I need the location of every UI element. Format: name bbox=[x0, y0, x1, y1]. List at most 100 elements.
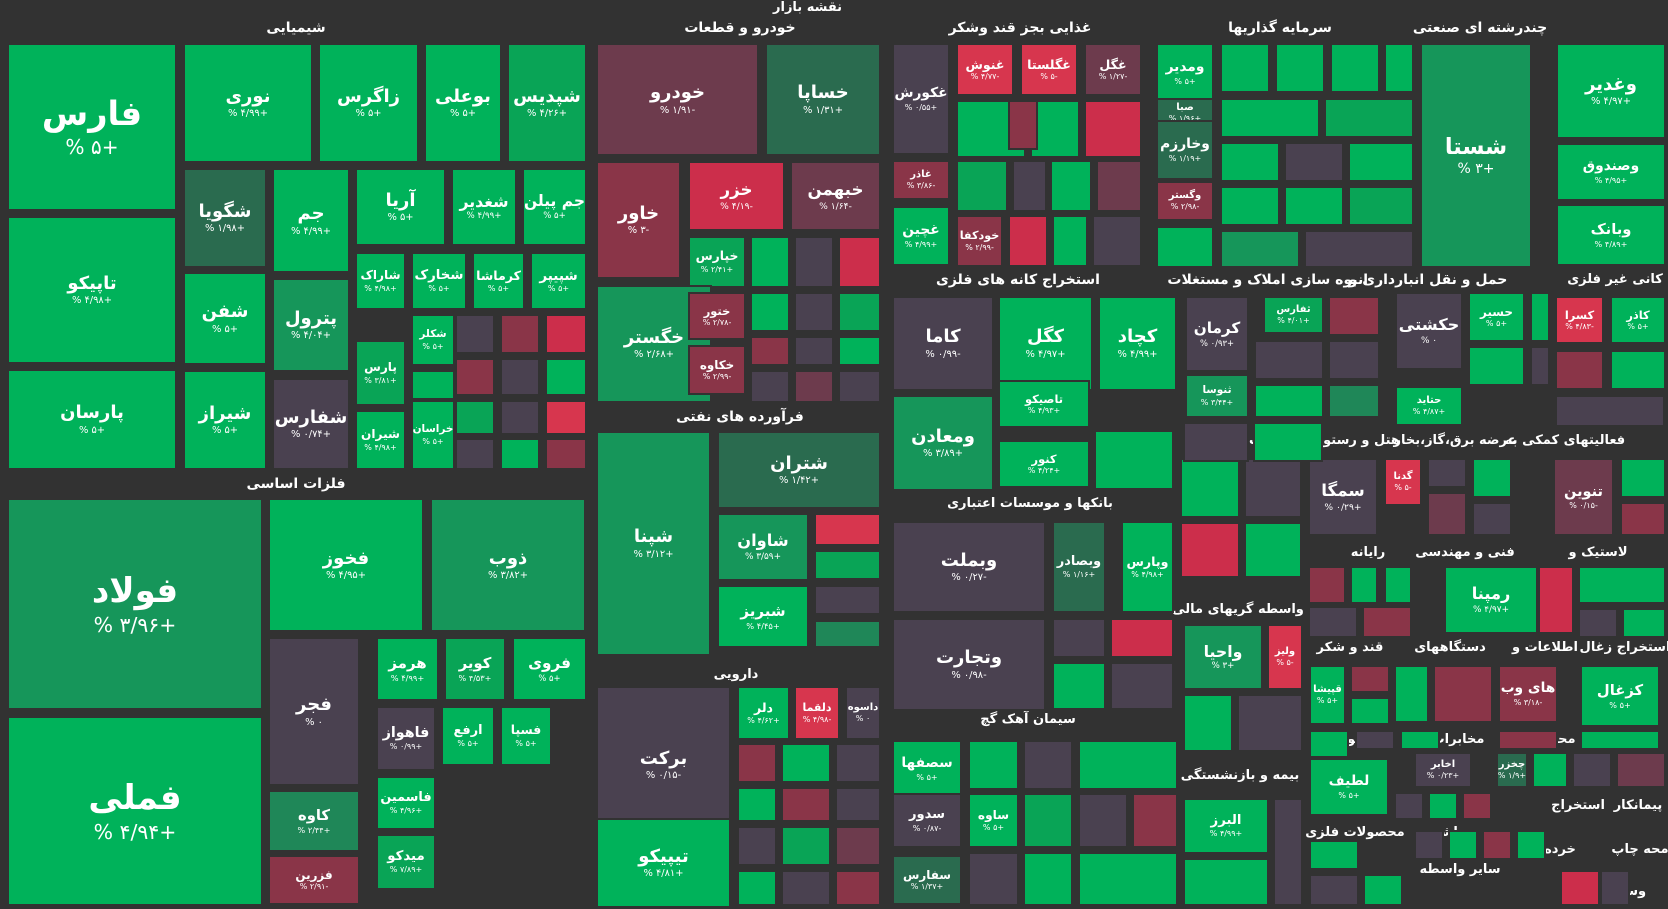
stock-tile[interactable]: کگل +۴/۹۷ % bbox=[998, 296, 1093, 391]
stock-tile[interactable]: گدنا -۵ % bbox=[1384, 458, 1422, 506]
stock-tile[interactable]: خراسان +۵ % bbox=[411, 400, 455, 470]
stock-tile[interactable]: پارس +۳/۸۱ % bbox=[355, 340, 406, 406]
stock-tile[interactable]: ثنوسا +۳/۴۴ % bbox=[1185, 374, 1249, 418]
unlabeled-tile[interactable] bbox=[737, 787, 777, 822]
stock-tile[interactable]: شپنا +۳/۱۲ % bbox=[596, 431, 711, 656]
unlabeled-tile[interactable] bbox=[1620, 458, 1666, 498]
unlabeled-tile[interactable] bbox=[1254, 340, 1324, 380]
stock-tile[interactable]: خساپا +۱/۳۱ % bbox=[765, 43, 881, 156]
stock-tile[interactable]: های وب -۳/۱۸ % bbox=[1498, 665, 1558, 723]
stock-tile[interactable]: شبریز +۴/۴۵ % bbox=[717, 585, 809, 648]
stock-tile[interactable]: ختور -۲/۷۸ % bbox=[688, 292, 746, 340]
stock-tile[interactable]: پارسان +۵ % bbox=[7, 369, 177, 470]
stock-tile[interactable]: خپارس +۲/۴۱ % bbox=[688, 236, 746, 288]
stock-tile[interactable]: شفن +۵ % bbox=[183, 272, 267, 365]
stock-tile[interactable]: شاوان +۳/۵۹ % bbox=[717, 513, 809, 581]
unlabeled-tile[interactable] bbox=[1620, 502, 1666, 536]
unlabeled-tile[interactable] bbox=[1023, 852, 1073, 906]
stock-tile[interactable]: حکشتی ۰ % bbox=[1395, 292, 1463, 370]
unlabeled-tile[interactable] bbox=[750, 336, 790, 366]
unlabeled-tile[interactable] bbox=[1012, 160, 1047, 212]
unlabeled-tile[interactable] bbox=[1309, 730, 1349, 758]
unlabeled-tile[interactable] bbox=[1428, 792, 1458, 820]
unlabeled-tile[interactable] bbox=[1273, 798, 1303, 906]
stock-tile[interactable]: سفارس +۱/۳۷ % bbox=[892, 855, 962, 905]
stock-tile[interactable]: شستا +۳ % bbox=[1420, 43, 1532, 268]
unlabeled-tile[interactable] bbox=[956, 160, 1008, 212]
stock-tile[interactable]: شخارک +۵ % bbox=[411, 252, 467, 310]
stock-tile[interactable]: کچاد +۴/۹۹ % bbox=[1098, 296, 1177, 391]
unlabeled-tile[interactable] bbox=[1110, 618, 1174, 658]
stock-tile[interactable]: فزرین -۲/۹۱ % bbox=[268, 855, 360, 905]
stock-tile[interactable]: شغدیر +۴/۹۹ % bbox=[451, 168, 517, 246]
unlabeled-tile[interactable] bbox=[1355, 730, 1395, 750]
unlabeled-tile[interactable] bbox=[1328, 296, 1380, 336]
unlabeled-tile[interactable] bbox=[1244, 522, 1302, 578]
unlabeled-tile[interactable] bbox=[1433, 665, 1493, 723]
unlabeled-tile[interactable] bbox=[968, 740, 1019, 790]
unlabeled-tile[interactable] bbox=[1530, 346, 1550, 386]
unlabeled-tile[interactable] bbox=[1482, 830, 1512, 860]
unlabeled-tile[interactable] bbox=[750, 370, 790, 403]
unlabeled-tile[interactable] bbox=[1448, 830, 1478, 860]
unlabeled-tile[interactable] bbox=[835, 870, 881, 906]
stock-tile[interactable]: کنور +۴/۲۴ % bbox=[998, 440, 1090, 488]
unlabeled-tile[interactable] bbox=[737, 870, 777, 906]
unlabeled-tile[interactable] bbox=[500, 438, 540, 470]
unlabeled-tile[interactable] bbox=[1008, 100, 1038, 150]
unlabeled-tile[interactable] bbox=[968, 852, 1019, 906]
unlabeled-tile[interactable] bbox=[545, 400, 587, 435]
stock-tile[interactable]: شکلر +۵ % bbox=[411, 314, 455, 366]
unlabeled-tile[interactable] bbox=[1350, 697, 1390, 725]
unlabeled-tile[interactable] bbox=[500, 400, 540, 435]
unlabeled-tile[interactable] bbox=[1304, 230, 1414, 268]
stock-tile[interactable]: لطیف +۵ % bbox=[1309, 758, 1389, 816]
unlabeled-tile[interactable] bbox=[1309, 840, 1359, 870]
stock-tile[interactable]: غگل -۱/۲۷ % bbox=[1084, 43, 1142, 96]
stock-tile[interactable]: وغدیر +۴/۹۷ % bbox=[1556, 43, 1666, 139]
stock-tile[interactable]: شتران +۱/۴۲ % bbox=[717, 431, 881, 509]
unlabeled-tile[interactable] bbox=[1132, 793, 1178, 848]
stock-tile[interactable]: ثفارس +۴/۰۱ % bbox=[1263, 296, 1324, 334]
unlabeled-tile[interactable] bbox=[1516, 830, 1546, 860]
unlabeled-tile[interactable] bbox=[1600, 870, 1630, 906]
unlabeled-tile[interactable] bbox=[1394, 665, 1429, 723]
unlabeled-tile[interactable] bbox=[1580, 730, 1660, 750]
unlabeled-tile[interactable] bbox=[1220, 98, 1320, 138]
unlabeled-tile[interactable] bbox=[1555, 395, 1665, 427]
unlabeled-tile[interactable] bbox=[1308, 566, 1346, 604]
unlabeled-tile[interactable] bbox=[835, 787, 881, 822]
unlabeled-tile[interactable] bbox=[814, 550, 881, 580]
unlabeled-tile[interactable] bbox=[1363, 874, 1403, 906]
stock-tile[interactable]: کزغال +۵ % bbox=[1580, 665, 1660, 727]
stock-tile[interactable]: رمپنا +۴/۹۷ % bbox=[1444, 566, 1538, 634]
unlabeled-tile[interactable] bbox=[455, 358, 495, 396]
stock-tile[interactable]: ساوه +۵ % bbox=[968, 793, 1019, 848]
unlabeled-tile[interactable] bbox=[1094, 430, 1174, 490]
stock-tile[interactable]: فسپا +۵ % bbox=[500, 706, 552, 766]
unlabeled-tile[interactable] bbox=[835, 743, 881, 783]
stock-tile[interactable]: ارفع +۵ % bbox=[441, 706, 495, 766]
stock-tile[interactable]: قپیشا +۵ % bbox=[1309, 665, 1346, 725]
unlabeled-tile[interactable] bbox=[737, 826, 777, 866]
stock-tile[interactable]: کاوه +۲/۴۴ % bbox=[268, 790, 360, 852]
unlabeled-tile[interactable] bbox=[1309, 874, 1359, 906]
unlabeled-tile[interactable] bbox=[1284, 186, 1344, 226]
unlabeled-tile[interactable] bbox=[1180, 522, 1240, 578]
stock-tile[interactable]: فولاد +۳/۹۶ % bbox=[7, 498, 263, 710]
unlabeled-tile[interactable] bbox=[1362, 606, 1412, 638]
stock-tile[interactable]: سصفها +۵ % bbox=[892, 740, 962, 798]
unlabeled-tile[interactable] bbox=[1023, 740, 1073, 790]
stock-tile[interactable]: وپارس +۴/۹۸ % bbox=[1121, 521, 1174, 613]
unlabeled-tile[interactable] bbox=[455, 438, 495, 470]
unlabeled-tile[interactable] bbox=[1610, 350, 1666, 390]
unlabeled-tile[interactable] bbox=[1384, 43, 1414, 93]
stock-tile[interactable]: کسرا -۴/۸۳ % bbox=[1555, 296, 1604, 344]
unlabeled-tile[interactable] bbox=[1530, 292, 1550, 342]
stock-tile[interactable]: فخوز +۴/۹۵ % bbox=[268, 498, 424, 632]
stock-tile[interactable]: ومعادن +۳/۸۹ % bbox=[892, 395, 994, 491]
stock-tile[interactable]: ولیز -۵ % bbox=[1267, 624, 1303, 690]
unlabeled-tile[interactable] bbox=[1472, 502, 1512, 536]
stock-tile[interactable]: شاراک +۴/۹۸ % bbox=[355, 252, 406, 310]
stock-tile[interactable]: داسوه ۰ % bbox=[845, 686, 881, 740]
